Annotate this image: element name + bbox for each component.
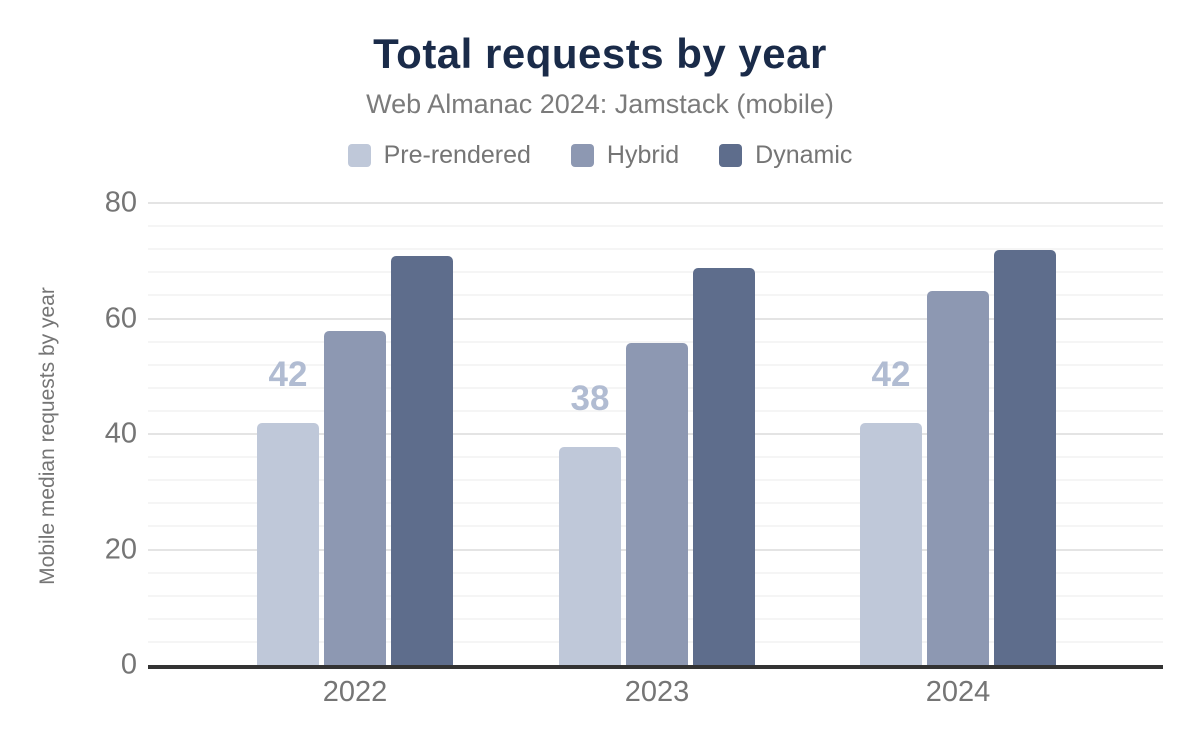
bar-hybrid-2022: [324, 331, 386, 666]
legend-label-pre-rendered: Pre-rendered: [383, 141, 531, 169]
x-axis-label-2024: 2024: [925, 676, 991, 708]
legend-item-hybrid: Hybrid: [570, 141, 680, 170]
legend-item-dynamic: Dynamic: [719, 141, 852, 170]
x-axis-label-2023: 2023: [624, 676, 690, 708]
bar-hybrid-2024: [927, 290, 989, 666]
y-tick-label: 60: [104, 302, 137, 334]
bar-pre-rendered-2022: [257, 423, 319, 666]
x-axis-label-2022: 2022: [322, 676, 388, 708]
bar-dynamic-2023: [693, 267, 755, 666]
legend-swatch-pre-rendered: [347, 144, 371, 167]
bar-value-label: 38: [570, 378, 610, 418]
legend-label-hybrid: Hybrid: [606, 141, 680, 169]
x-axis-line: [148, 665, 1163, 669]
legend-swatch-hybrid: [570, 144, 594, 167]
bar-dynamic-2024: [994, 250, 1056, 666]
y-axis-title: Mobile median requests by year: [36, 287, 59, 585]
bar-group-2023: [559, 205, 755, 666]
gridline-minor: [148, 225, 1163, 228]
y-tick-label: 0: [120, 648, 137, 681]
chart-subtitle: Web Almanac 2024: Jamstack (mobile): [366, 89, 834, 119]
gridline-minor: [148, 248, 1163, 251]
legend-item-pre-rendered: Pre-rendered: [347, 141, 531, 170]
bar-value-label: 42: [268, 355, 308, 395]
bar-value-label: 42: [871, 355, 911, 395]
bar-group-2022: [257, 205, 453, 666]
bar-hybrid-2023: [626, 342, 688, 666]
legend-label-dynamic: Dynamic: [755, 141, 853, 169]
gridline-major: [148, 202, 1163, 204]
bar-pre-rendered-2024: [860, 423, 922, 666]
gridline-major: [148, 317, 1163, 320]
chart-title: Total requests by year: [373, 30, 827, 77]
chart-legend: Pre-rendered Hybrid Dynamic: [0, 141, 1200, 170]
bar-group-2024: [860, 205, 1056, 666]
legend-swatch-dynamic: [719, 144, 743, 167]
gridline-minor: [148, 271, 1163, 274]
y-tick-label: 80: [104, 186, 137, 219]
y-tick-label: 20: [104, 533, 137, 565]
y-tick-label: 40: [104, 417, 137, 450]
bar-pre-rendered-2023: [559, 446, 621, 666]
bar-dynamic-2022: [391, 255, 453, 666]
gridline-minor: [148, 340, 1163, 343]
gridline-minor: [148, 294, 1163, 297]
